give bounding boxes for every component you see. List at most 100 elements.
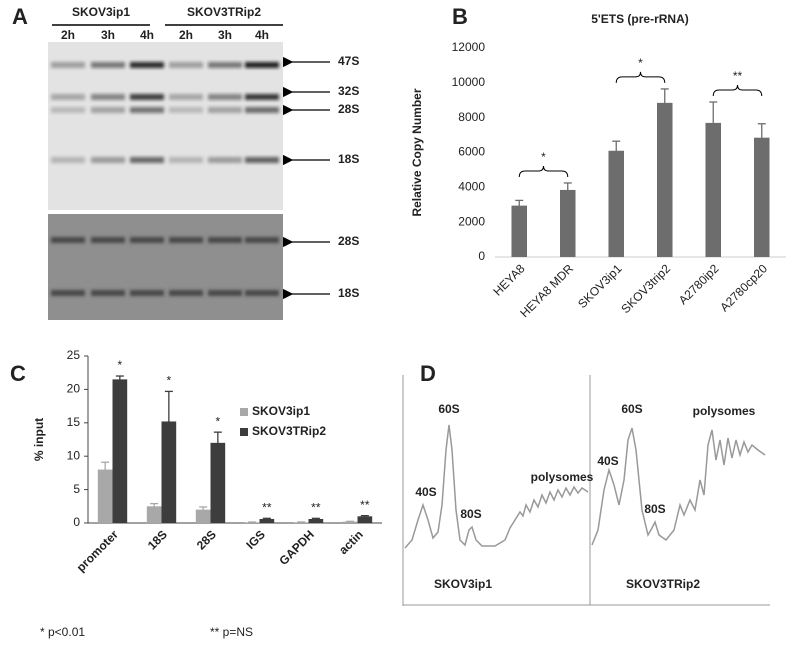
bar: [357, 516, 373, 523]
gel-band: [245, 107, 279, 113]
gel-band: [169, 290, 203, 296]
y-axis-label: Relative Copy Number: [410, 88, 424, 216]
gel-band: [91, 107, 125, 113]
profile-curve: [404, 424, 589, 549]
gel-band: [208, 237, 242, 243]
y-tick-label: 0: [478, 249, 485, 263]
error-bar: [311, 517, 320, 520]
panel-label: D: [420, 361, 436, 386]
peak-label: 80S: [460, 507, 481, 521]
error-bar: [515, 199, 524, 211]
error-bar: [150, 502, 159, 509]
chart-title: 5'ETS (pre-rRNA): [591, 12, 689, 26]
bar: [342, 521, 358, 523]
panel-label: A: [12, 4, 28, 29]
gel-band: [208, 157, 242, 163]
time-label: 2h: [179, 28, 193, 42]
y-tick-label: 2000: [458, 214, 485, 228]
gel-band: [91, 157, 125, 163]
bar: [753, 137, 770, 257]
bar: [146, 506, 162, 523]
error-bar: [612, 140, 621, 161]
time-label: 4h: [140, 28, 154, 42]
profile-curve: [591, 427, 766, 546]
gel-band: [91, 290, 125, 296]
group-label: SKOV3ip1: [72, 5, 130, 19]
peak-label: 60S: [621, 402, 642, 416]
band-label: 47S: [338, 54, 359, 68]
time-label: 4h: [255, 28, 269, 42]
profile-name: SKOV3ip1: [434, 577, 492, 591]
y-tick-label: 5: [73, 482, 80, 496]
x-tick-label: HEYA8: [491, 261, 528, 298]
x-tick-label: actin: [336, 527, 366, 557]
error-bar: [709, 101, 718, 144]
annotation: **: [360, 498, 370, 512]
panel-label: C: [10, 361, 26, 386]
time-label: 2h: [61, 28, 75, 42]
y-axis-label: % input: [32, 418, 46, 461]
bar: [308, 518, 324, 523]
gel-band: [169, 94, 203, 100]
x-tick-label: A2780cp20: [717, 261, 770, 314]
x-tick-label: A2780ip2: [676, 261, 722, 307]
gel-top: [48, 42, 283, 210]
error-bar: [213, 431, 222, 454]
panel-label: B: [452, 4, 468, 29]
x-tick-label: promoter: [74, 527, 121, 574]
annotation: *: [638, 56, 643, 70]
footnote: ** p=NS: [210, 625, 253, 639]
footnote: * p<0.01: [40, 625, 85, 639]
y-tick-label: 8000: [458, 110, 485, 124]
gel-band: [130, 157, 164, 163]
time-label: 3h: [101, 28, 115, 42]
y-tick-label: 6000: [458, 145, 485, 159]
peak-label: 60S: [438, 402, 459, 416]
band-label: 18S: [338, 152, 359, 166]
y-tick-label: 10000: [452, 75, 486, 89]
bar: [656, 102, 673, 257]
gel-band: [169, 157, 203, 163]
band-label: 28S: [338, 102, 359, 116]
gel-band: [169, 107, 203, 113]
gel-band: [245, 290, 279, 296]
gel-bottom: [48, 214, 283, 320]
annotation: *: [118, 358, 123, 372]
error-bar: [164, 390, 173, 452]
band-label: 18S: [338, 286, 359, 300]
error-bar: [563, 182, 572, 197]
gel-band: [51, 62, 85, 68]
gel-band: [51, 94, 85, 100]
bar: [608, 150, 625, 257]
gel-band: [245, 157, 279, 163]
x-tick-label: IGS: [243, 527, 268, 552]
gel-band: [91, 94, 125, 100]
gel-band: [91, 62, 125, 68]
gel-band: [245, 237, 279, 243]
bar: [511, 205, 528, 257]
gel-band: [208, 290, 242, 296]
x-tick-label: 18S: [145, 527, 170, 552]
annotation: *: [216, 414, 221, 428]
gel-band: [245, 94, 279, 100]
peak-label: polysomes: [531, 470, 594, 484]
bar: [97, 469, 113, 523]
band-label: 28S: [338, 234, 359, 248]
annotation: *: [167, 374, 172, 388]
annotation: *: [541, 150, 546, 164]
error-bar: [346, 520, 355, 522]
x-tick-label: SKOV3trip2: [618, 261, 673, 316]
peak-label: 80S: [644, 502, 665, 516]
bracket: [712, 84, 763, 97]
bar: [259, 518, 275, 523]
time-label: 3h: [218, 28, 232, 42]
y-tick-label: 25: [67, 348, 81, 362]
error-bar: [660, 88, 669, 117]
y-tick-label: 20: [67, 382, 81, 396]
y-tick-label: 4000: [458, 180, 485, 194]
bracket: [615, 71, 666, 83]
gel-band: [130, 94, 164, 100]
error-bar: [757, 123, 766, 152]
bar: [161, 421, 177, 523]
y-tick-label: 10: [67, 448, 81, 462]
